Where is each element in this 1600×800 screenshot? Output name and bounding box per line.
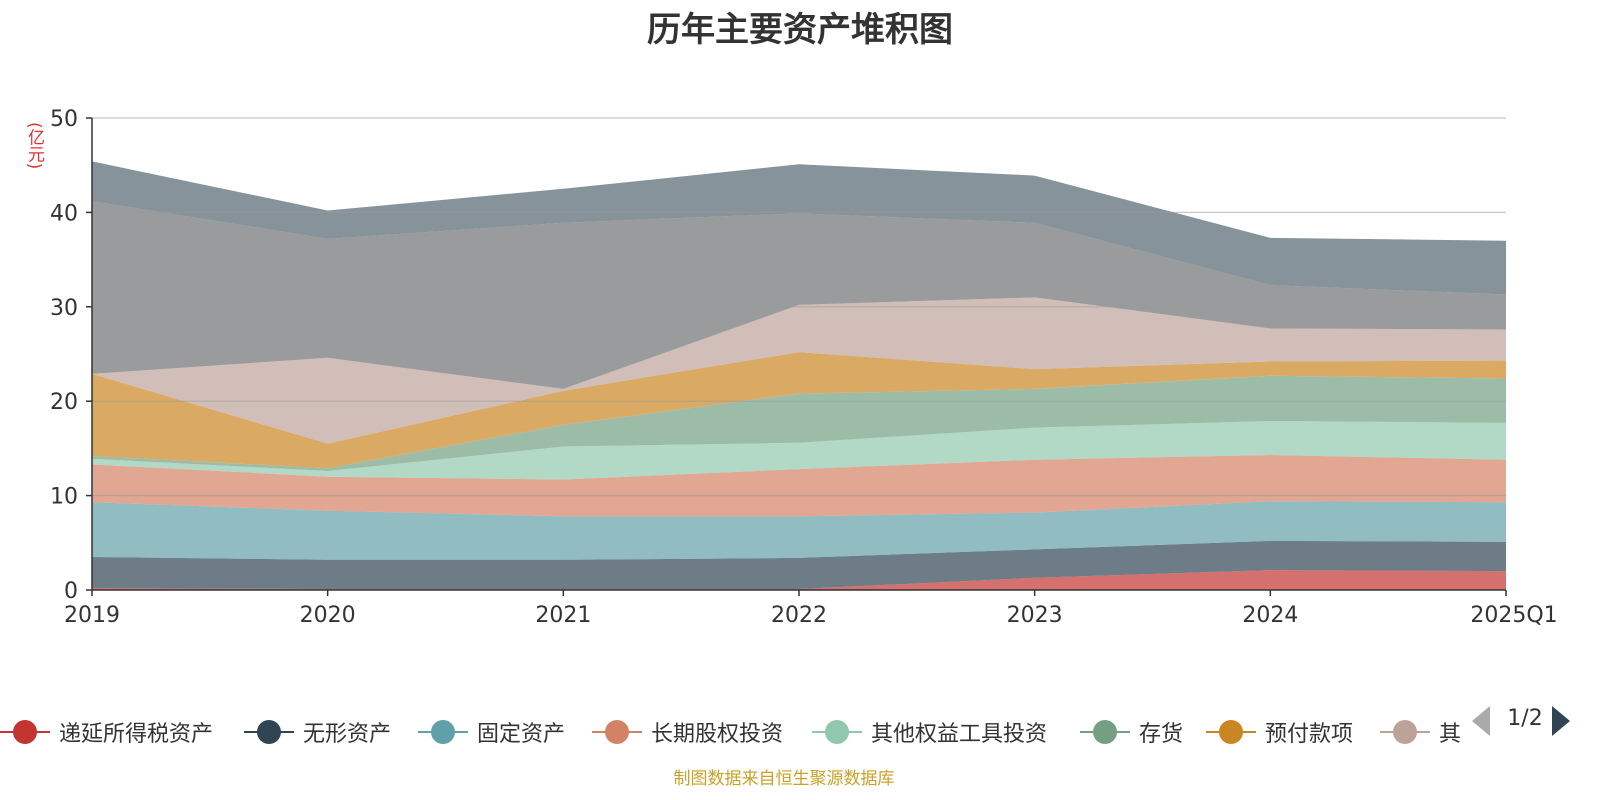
legend-label: 长期股权投资 (651, 722, 784, 747)
legend-item[interactable]: 预付款项 (1206, 714, 1353, 750)
legend-label: 存货 (1139, 722, 1184, 747)
legend-label: 无形资产 (303, 722, 392, 747)
area-series-9 (92, 161, 1506, 295)
legend-swatch-icon (244, 717, 294, 747)
legend-item[interactable]: 递延所得税资产 (0, 714, 213, 750)
area-series-7 (92, 297, 1506, 444)
area-series-3 (92, 455, 1506, 517)
legend-next-page-icon[interactable] (1552, 706, 1570, 736)
x-tick-label: 2021 (535, 603, 591, 628)
x-tick-label: 2025Q1 (1470, 603, 1557, 628)
y-tick-label: 0 (64, 579, 78, 604)
legend-item[interactable]: 无形资产 (244, 714, 391, 750)
area-series-2 (92, 501, 1506, 560)
legend-pager: 1/2 (1468, 704, 1600, 744)
y-tick-label: 10 (50, 485, 78, 510)
area-series-6 (92, 352, 1506, 469)
legend-swatch-icon (418, 717, 468, 747)
chart-plot: 0 10 20 30 40 50 2019 2020 2021 2022 2023 2024 2025Q… (50, 107, 1558, 628)
x-tick-label: 2023 (1007, 603, 1063, 628)
x-tick-label: 2020 (300, 603, 356, 628)
legend: 递延所得税资产 无形资产 固定资产 长期股权投资 其他权益工具投资 存货 预付款项 其 (0, 714, 1490, 750)
y-axis-unit-label: (亿元) (24, 122, 44, 170)
legend-swatch-icon (812, 717, 862, 747)
legend-prev-page-icon[interactable] (1472, 706, 1490, 736)
y-tick-label: 20 (50, 390, 78, 415)
area-series-0 (92, 570, 1506, 590)
legend-item[interactable]: 其他权益工具投资 (812, 714, 1047, 750)
legend-swatch-icon (1080, 717, 1130, 747)
legend-swatch-icon (1206, 717, 1256, 747)
legend-label: 递延所得税资产 (59, 722, 214, 747)
legend-page-indicator: 1/2 (1507, 706, 1543, 731)
y-tick-label: 40 (50, 201, 78, 226)
legend-label: 其他权益工具投资 (871, 722, 1048, 747)
legend-label: 预付款项 (1265, 722, 1354, 747)
legend-label: 其 (1439, 722, 1462, 747)
legend-item[interactable]: 长期股权投资 (592, 714, 783, 750)
legend-label: 固定资产 (477, 722, 566, 747)
area-series-5 (92, 375, 1506, 472)
area-series-4 (92, 421, 1506, 480)
y-tick-label: 50 (50, 107, 78, 132)
x-tick-label: 2019 (64, 603, 120, 628)
data-source-note: 制图数据来自恒生聚源数据库 (673, 769, 895, 789)
chart-title: 历年主要资产堆积图 (647, 10, 953, 50)
legend-item[interactable]: 存货 (1080, 714, 1183, 750)
legend-swatch-icon (1380, 717, 1430, 747)
x-tick-label: 2024 (1242, 603, 1298, 628)
legend-swatch-icon (592, 717, 642, 747)
y-tick-label: 30 (50, 296, 78, 321)
area-series-8 (92, 201, 1506, 389)
area-series-1 (92, 540, 1506, 590)
x-tick-label: 2022 (771, 603, 827, 628)
legend-item[interactable]: 固定资产 (418, 714, 565, 750)
legend-item[interactable]: 其 (1380, 714, 1461, 750)
legend-swatch-icon (0, 717, 50, 747)
